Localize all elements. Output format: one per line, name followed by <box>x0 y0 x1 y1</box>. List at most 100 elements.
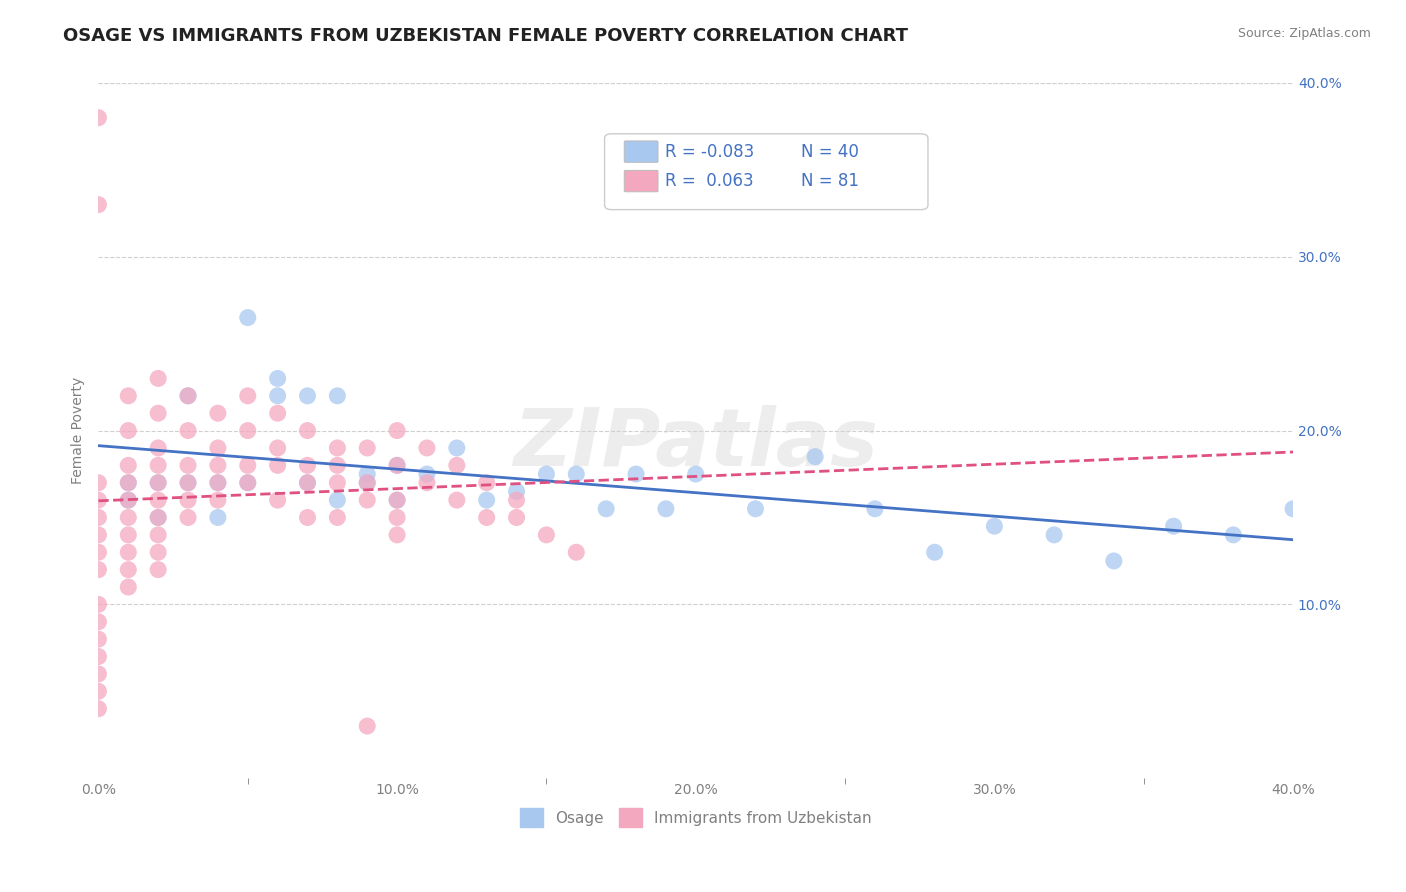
Point <box>297 389 319 403</box>
Text: N = 40: N = 40 <box>801 143 859 161</box>
Point <box>505 484 527 499</box>
Point <box>356 719 378 733</box>
Point <box>266 389 288 403</box>
Point <box>655 501 678 516</box>
Legend: Osage, Immigrants from Uzbekistan: Osage, Immigrants from Uzbekistan <box>513 802 877 833</box>
Point <box>87 545 110 559</box>
Point <box>624 467 647 481</box>
Point <box>385 424 408 438</box>
Point <box>87 615 110 629</box>
Point <box>87 702 110 716</box>
Text: R = -0.083: R = -0.083 <box>665 143 754 161</box>
Point <box>505 510 527 524</box>
Point <box>146 441 169 455</box>
Point <box>117 475 139 490</box>
Point <box>385 510 408 524</box>
Point <box>117 563 139 577</box>
Point <box>356 475 378 490</box>
Point <box>177 458 200 473</box>
Point <box>744 501 766 516</box>
Point <box>983 519 1005 533</box>
Point <box>117 528 139 542</box>
Point <box>475 475 498 490</box>
Point <box>87 684 110 698</box>
Point <box>416 441 439 455</box>
Point <box>446 458 468 473</box>
Point <box>146 528 169 542</box>
Point <box>117 424 139 438</box>
Point <box>87 563 110 577</box>
Point <box>87 528 110 542</box>
Point <box>87 493 110 508</box>
Point <box>146 458 169 473</box>
Point <box>236 475 259 490</box>
Point <box>385 458 408 473</box>
Point <box>236 475 259 490</box>
Point <box>117 493 139 508</box>
Point <box>297 424 319 438</box>
Point <box>87 510 110 524</box>
Point <box>207 458 229 473</box>
Point <box>536 528 558 542</box>
Point <box>87 475 110 490</box>
Point <box>177 510 200 524</box>
Point <box>146 371 169 385</box>
Point <box>505 493 527 508</box>
Point <box>117 389 139 403</box>
Point <box>146 493 169 508</box>
Point <box>146 475 169 490</box>
Point <box>207 475 229 490</box>
Point <box>117 545 139 559</box>
Point <box>266 493 288 508</box>
Point <box>356 493 378 508</box>
Point <box>1163 519 1185 533</box>
Point <box>146 475 169 490</box>
Point <box>87 667 110 681</box>
Point <box>87 649 110 664</box>
Point <box>326 441 349 455</box>
Text: R =  0.063: R = 0.063 <box>665 172 754 190</box>
Point <box>1282 501 1305 516</box>
Point <box>117 475 139 490</box>
Point <box>536 467 558 481</box>
Point <box>446 493 468 508</box>
Point <box>297 475 319 490</box>
Point <box>385 493 408 508</box>
Point <box>565 467 588 481</box>
Point <box>297 458 319 473</box>
Point <box>87 632 110 647</box>
Point <box>297 510 319 524</box>
Text: OSAGE VS IMMIGRANTS FROM UZBEKISTAN FEMALE POVERTY CORRELATION CHART: OSAGE VS IMMIGRANTS FROM UZBEKISTAN FEMA… <box>63 27 908 45</box>
Point <box>207 441 229 455</box>
Point <box>1043 528 1066 542</box>
Point <box>117 493 139 508</box>
Point <box>297 475 319 490</box>
Point <box>356 441 378 455</box>
Point <box>87 598 110 612</box>
Point <box>475 493 498 508</box>
Point <box>266 441 288 455</box>
Point <box>117 580 139 594</box>
Point <box>207 475 229 490</box>
Point <box>146 510 169 524</box>
Point <box>385 528 408 542</box>
Point <box>326 389 349 403</box>
Point <box>1102 554 1125 568</box>
Point <box>416 467 439 481</box>
Point <box>146 510 169 524</box>
Point <box>177 493 200 508</box>
Point <box>326 510 349 524</box>
Point <box>146 545 169 559</box>
Point <box>326 493 349 508</box>
Point <box>146 563 169 577</box>
Point <box>1222 528 1244 542</box>
Point <box>236 310 259 325</box>
Point <box>117 458 139 473</box>
Point <box>356 475 378 490</box>
Point <box>117 510 139 524</box>
Point <box>685 467 707 481</box>
Point <box>266 371 288 385</box>
Point <box>863 501 886 516</box>
Point <box>177 424 200 438</box>
Point <box>475 510 498 524</box>
